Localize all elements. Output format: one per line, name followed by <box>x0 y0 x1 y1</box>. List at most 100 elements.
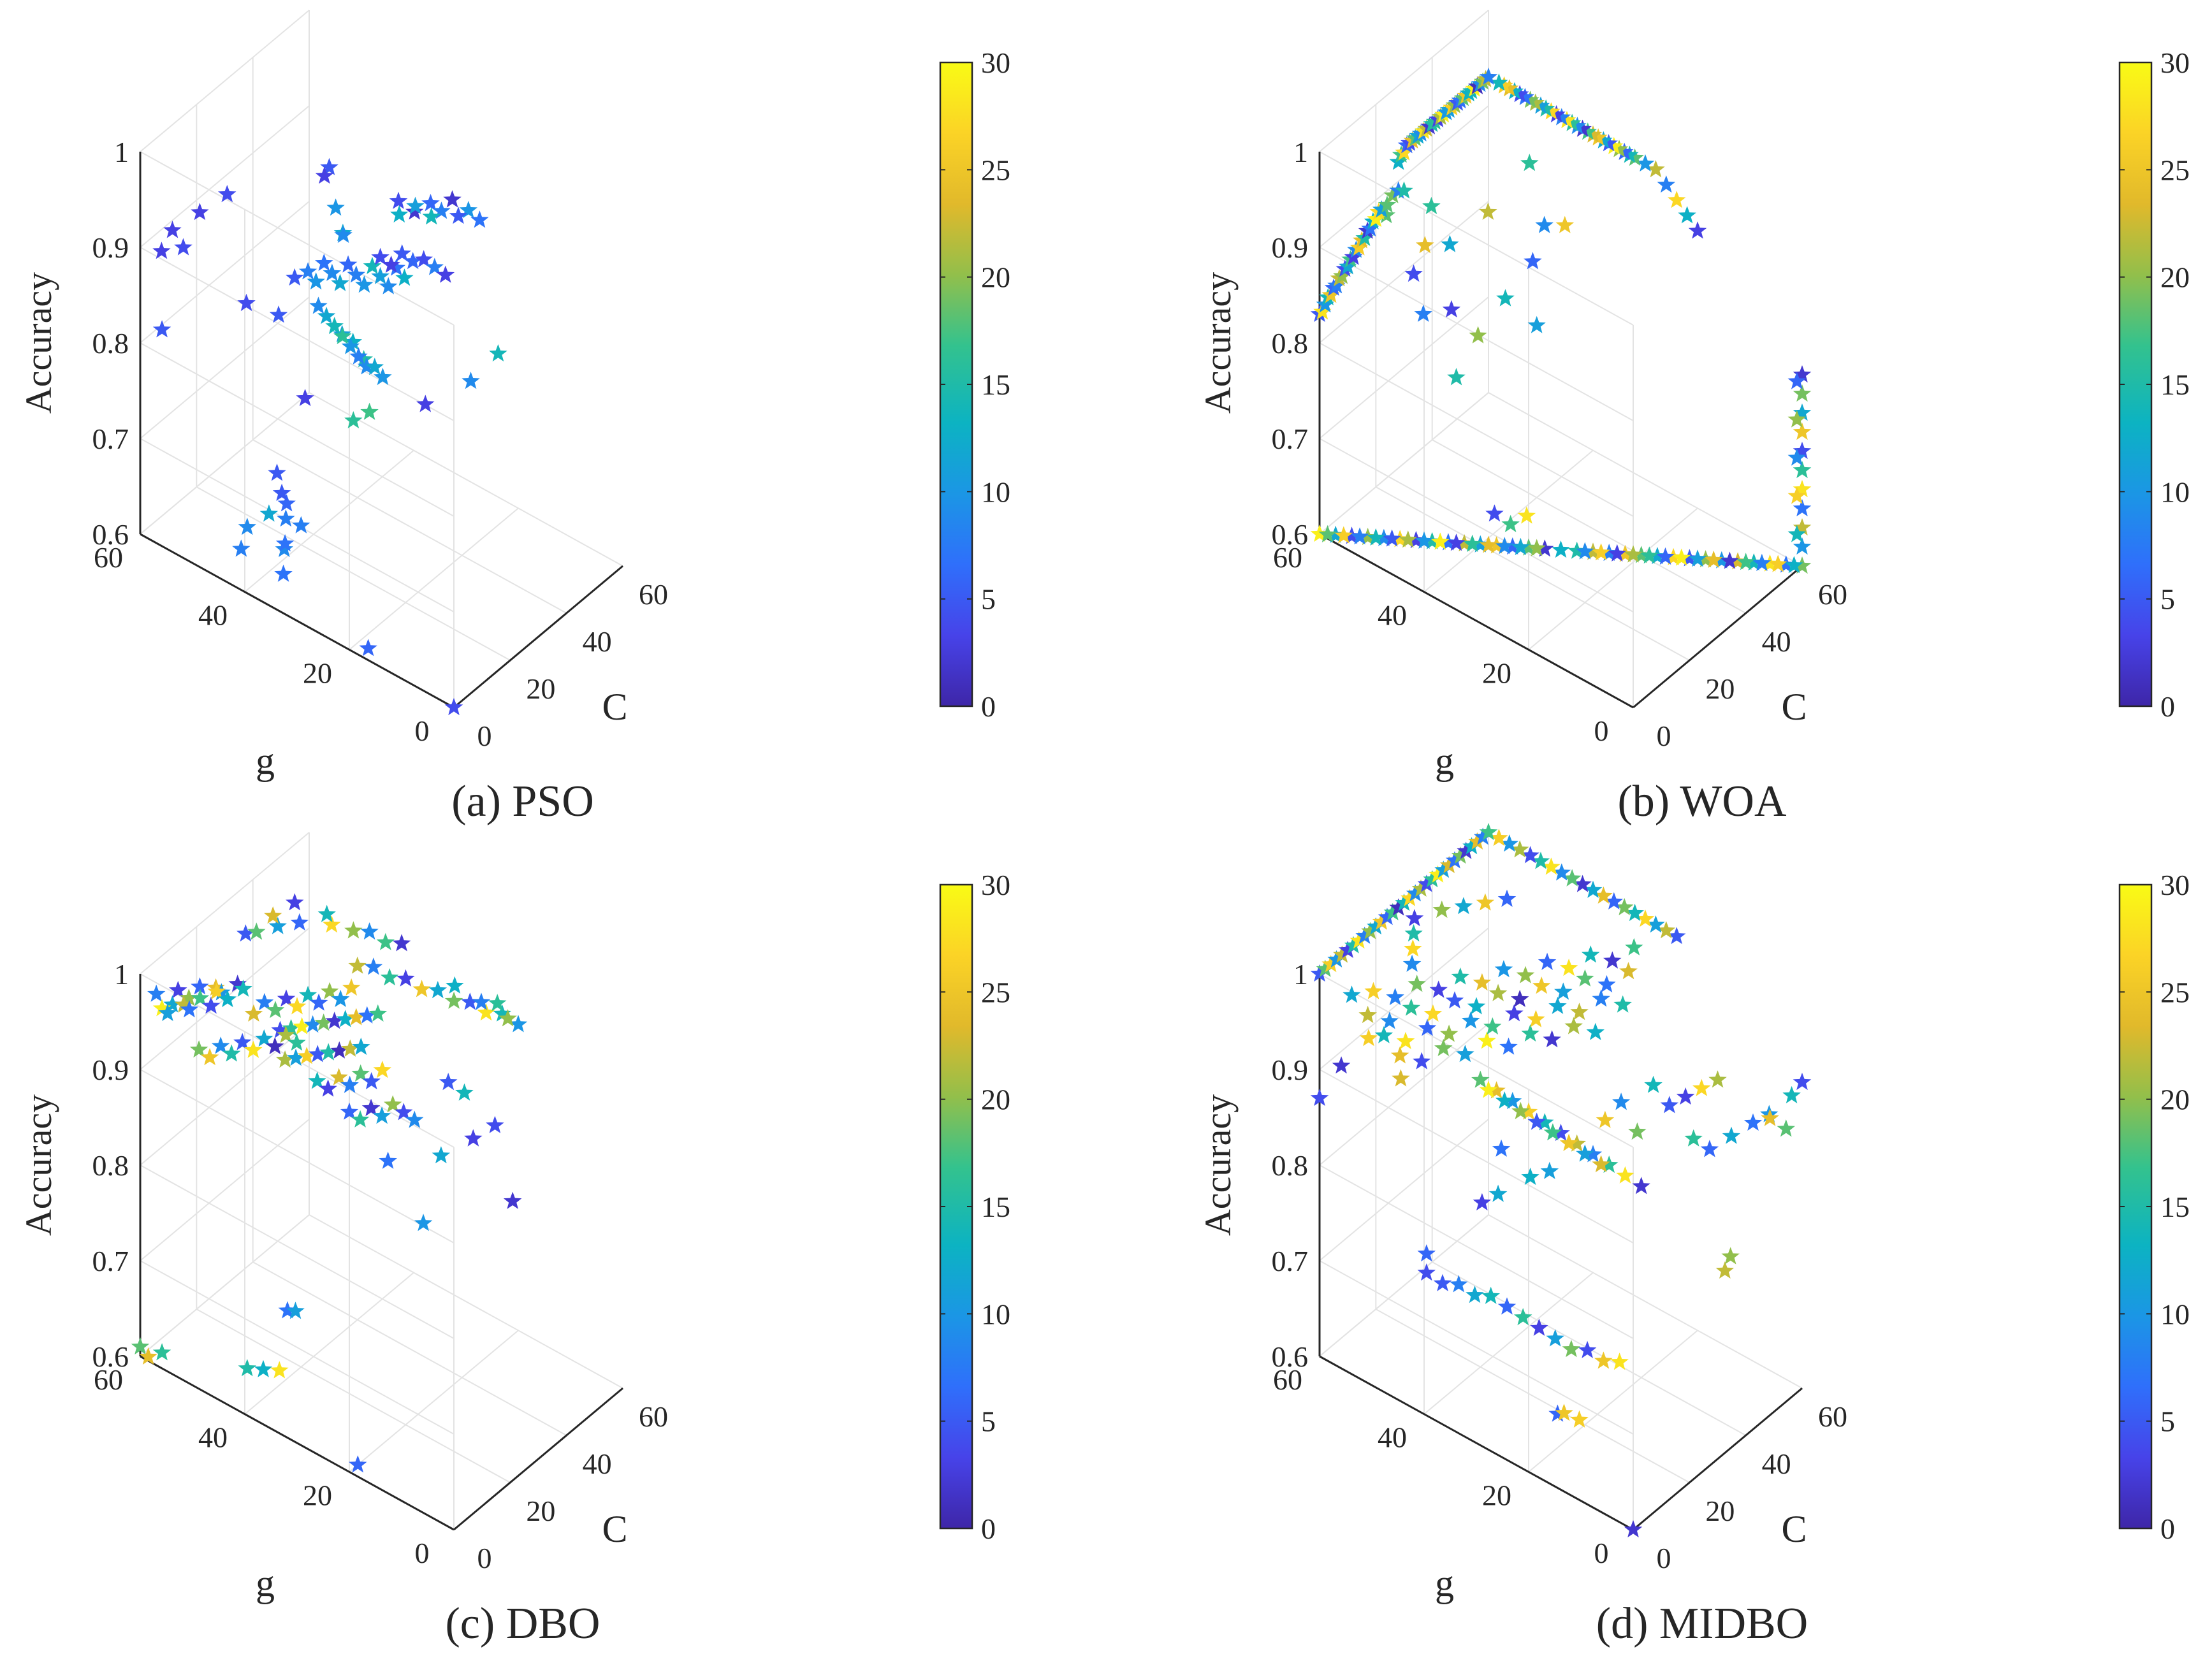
data-point <box>347 1008 365 1026</box>
data-point <box>189 1040 208 1058</box>
data-point <box>1526 93 1545 111</box>
data-point <box>1510 85 1529 103</box>
x-tick-label: 20 <box>1705 1495 1735 1527</box>
data-point <box>1538 952 1557 970</box>
data-point <box>1594 1351 1613 1369</box>
x-tick-label: 20 <box>526 672 555 705</box>
axis-line <box>140 1355 455 1531</box>
data-point <box>1568 541 1586 559</box>
data-point <box>1527 1112 1546 1130</box>
data-point <box>1442 300 1461 317</box>
colorbar-tick-label: 30 <box>2160 869 2190 901</box>
data-point <box>1473 1193 1492 1211</box>
grid-line <box>309 392 623 567</box>
data-point <box>293 1017 311 1034</box>
colorbar-tick-label: 20 <box>2160 1084 2190 1116</box>
data-point <box>1497 889 1517 907</box>
data-point <box>191 203 209 221</box>
data-point <box>1546 1329 1564 1347</box>
data-point <box>1594 886 1613 904</box>
data-point <box>1355 228 1374 246</box>
data-point <box>1338 257 1357 275</box>
data-point <box>351 1110 370 1128</box>
data-point <box>334 226 353 243</box>
data-point <box>1476 893 1495 911</box>
data-point <box>326 198 345 216</box>
data-point <box>286 893 304 911</box>
data-point <box>1787 410 1807 428</box>
data-point <box>169 980 187 999</box>
data-point <box>234 979 252 997</box>
data-point <box>1383 903 1402 920</box>
grid-line <box>139 392 455 708</box>
data-point <box>1667 191 1686 208</box>
data-point <box>1555 1404 1573 1421</box>
data-point <box>379 277 398 294</box>
data-point <box>1536 99 1555 117</box>
data-point <box>1596 1110 1615 1128</box>
data-point <box>320 157 338 175</box>
data-point <box>509 1015 528 1033</box>
colorbar: 0 5 10 15 20 25 30 <box>939 869 1010 1545</box>
data-point <box>349 1455 367 1473</box>
colorbar-tick-label: 5 <box>981 583 996 616</box>
grid-line <box>1488 392 1803 567</box>
data-point <box>1793 499 1812 517</box>
data-point <box>1520 154 1539 171</box>
axis-line <box>453 565 623 709</box>
data-point <box>1445 851 1464 869</box>
data-point <box>444 698 463 716</box>
data-point <box>1451 846 1470 864</box>
data-point <box>1604 892 1624 910</box>
data-point <box>1576 542 1594 560</box>
z-axis-label: Accuracy <box>18 1094 59 1236</box>
points <box>152 157 507 716</box>
data-point <box>1411 879 1430 897</box>
data-point <box>1462 837 1481 855</box>
data-point <box>1557 111 1576 129</box>
data-point <box>493 1004 511 1022</box>
colorbar-tick-label: 25 <box>981 976 1010 1008</box>
data-point <box>1793 518 1812 536</box>
data-point <box>1626 903 1644 922</box>
data-point <box>1552 1124 1570 1142</box>
data-point <box>1667 927 1686 945</box>
data-point <box>1439 1024 1459 1042</box>
data-point <box>152 320 171 338</box>
data-point <box>1531 96 1550 114</box>
data-point <box>1310 525 1329 542</box>
data-point <box>1721 551 1739 569</box>
data-point <box>1568 117 1587 134</box>
data-point <box>1503 537 1522 555</box>
z-tick-label: 0.6 <box>92 1340 129 1373</box>
data-point <box>1692 1078 1711 1096</box>
data-point <box>364 957 383 975</box>
data-point <box>163 221 182 238</box>
data-point <box>472 992 491 1010</box>
data-point <box>1793 537 1812 555</box>
colorbar-tick-label: 5 <box>2160 1405 2175 1438</box>
data-point <box>1478 1031 1496 1049</box>
data-point <box>390 205 409 223</box>
data-point <box>1521 1024 1539 1042</box>
data-point <box>244 1040 263 1058</box>
data-point <box>422 207 440 225</box>
data-point <box>275 534 295 552</box>
data-point <box>268 463 286 481</box>
data-point <box>200 1048 219 1066</box>
data-point <box>1389 898 1408 916</box>
data-point <box>1736 553 1755 570</box>
data-point <box>317 904 336 922</box>
data-point <box>228 975 247 992</box>
data-point <box>1407 531 1425 549</box>
data-point <box>238 518 257 535</box>
data-point <box>1604 136 1624 154</box>
data-point <box>268 917 287 934</box>
data-point <box>174 238 193 256</box>
data-point <box>414 250 433 268</box>
data-point <box>1657 175 1676 193</box>
data-point <box>333 326 352 344</box>
grid-line <box>1318 10 1634 326</box>
data-point <box>387 258 406 276</box>
data-point <box>455 1083 474 1101</box>
